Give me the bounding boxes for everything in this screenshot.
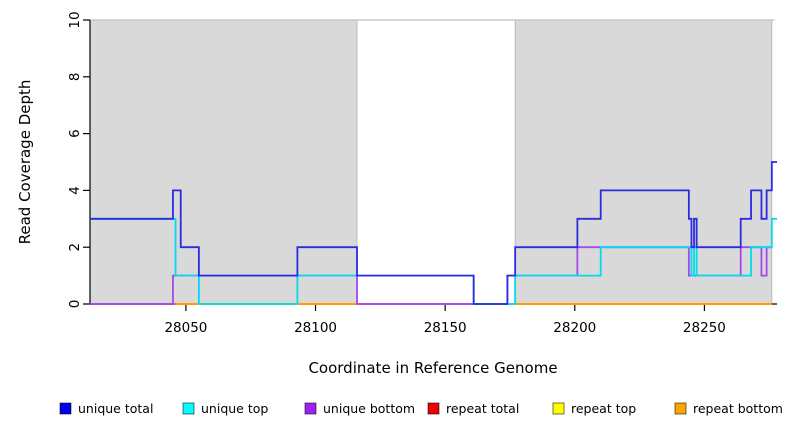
legend: unique total unique top unique bottom repea…: [59, 401, 783, 416]
y-tick-label: 10: [67, 11, 83, 28]
legend-swatch-unique-bottom: [304, 402, 317, 415]
y-tick-label: 8: [67, 73, 83, 82]
repeat-region-panel-1: [89, 19, 358, 305]
y-axis-title: Read Coverage Depth: [16, 80, 34, 245]
legend-item-repeat-top: repeat top: [552, 401, 636, 416]
legend-swatch-unique-top: [182, 402, 195, 415]
x-axis-title: Coordinate in Reference Genome: [308, 359, 557, 377]
legend-item-unique-top: unique top: [182, 401, 268, 416]
y-tick-label: 6: [67, 129, 83, 138]
legend-item-unique-bottom: unique bottom: [304, 401, 415, 416]
legend-item-repeat-bottom: repeat bottom: [674, 401, 783, 416]
legend-label-unique-total: unique total: [78, 401, 153, 416]
x-tick-label: 28100: [294, 320, 337, 336]
legend-label-unique-bottom: unique bottom: [323, 401, 415, 416]
legend-label-repeat-total: repeat total: [446, 401, 519, 416]
legend-label-repeat-top: repeat top: [571, 401, 636, 416]
series-line-unique-total: [90, 161, 777, 305]
x-tick-label: 28200: [553, 320, 596, 336]
legend-swatch-repeat-bottom: [674, 402, 687, 415]
legend-item-repeat-total: repeat total: [427, 401, 519, 416]
x-tick-label: 28050: [164, 320, 207, 336]
legend-swatch-unique-total: [59, 402, 72, 415]
legend-label-repeat-bottom: repeat bottom: [693, 401, 783, 416]
y-tick-label: 4: [67, 186, 83, 195]
x-tick-label: 28150: [424, 320, 467, 336]
shaded-repeat-panels: [89, 19, 775, 305]
x-tick-label: 28250: [683, 320, 726, 336]
legend-swatch-repeat-total: [427, 402, 440, 415]
legend-item-unique-total: unique total: [59, 401, 153, 416]
legend-label-unique-top: unique top: [201, 401, 268, 416]
y-tick-label: 2: [67, 243, 83, 252]
legend-swatch-repeat-top: [552, 402, 565, 415]
series-line-unique-top: [90, 217, 777, 305]
y-tick-label: 0: [67, 300, 83, 309]
repeat-region-panel-2: [514, 19, 773, 305]
coverage-step-lines: [90, 161, 777, 305]
